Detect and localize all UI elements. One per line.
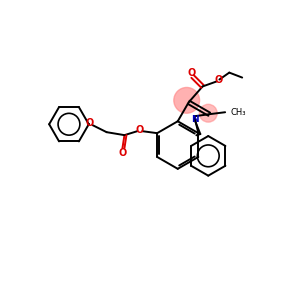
Text: O: O <box>214 74 223 85</box>
Circle shape <box>200 104 217 122</box>
Text: CH₃: CH₃ <box>230 108 246 117</box>
Text: O: O <box>188 68 196 78</box>
Text: O: O <box>86 118 94 128</box>
Circle shape <box>174 88 200 113</box>
Text: O: O <box>118 148 127 158</box>
Text: N: N <box>192 115 199 124</box>
Text: O: O <box>135 125 143 135</box>
